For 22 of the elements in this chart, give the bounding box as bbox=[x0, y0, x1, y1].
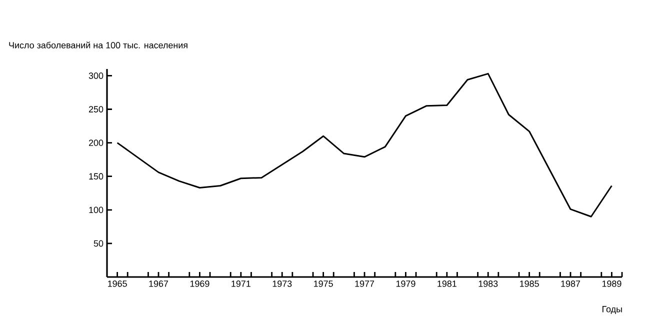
y-tick-label: 200 bbox=[88, 140, 104, 146]
x-tick-label: 1987 bbox=[561, 280, 580, 287]
y-tick-label: 150 bbox=[89, 173, 104, 180]
x-tick-label: 1967 bbox=[149, 280, 168, 287]
line-series bbox=[116, 72, 612, 218]
x-tick-label: 1977 bbox=[355, 280, 374, 287]
y-tick-label: 250 bbox=[88, 106, 104, 112]
x-tick-label: 1971 bbox=[232, 280, 250, 287]
y-tick-label: 100 bbox=[89, 206, 104, 214]
x-tick-label: 1969 bbox=[190, 280, 210, 287]
x-tick-label: 1979 bbox=[396, 280, 416, 287]
x-tick-label: 1965 bbox=[108, 280, 127, 287]
y-axis-title: Число заболеваний на 100 тыс. населения bbox=[9, 42, 188, 48]
y-tick-label: 50 bbox=[94, 240, 104, 247]
y-tick-label: 300 bbox=[88, 72, 104, 79]
x-tick-label: 1981 bbox=[438, 280, 456, 287]
x-tick-label: 1985 bbox=[520, 280, 539, 287]
x-tick-label: 1973 bbox=[272, 280, 292, 287]
x-axis-title: Годы bbox=[602, 306, 622, 314]
x-tick-label: 1989 bbox=[602, 280, 622, 287]
x-tick-label: 1983 bbox=[478, 280, 498, 287]
x-tick-label: 1975 bbox=[314, 280, 333, 287]
